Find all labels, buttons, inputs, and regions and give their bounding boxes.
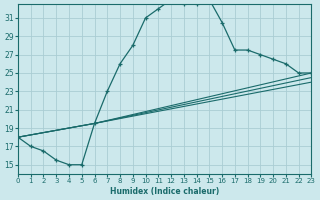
X-axis label: Humidex (Indice chaleur): Humidex (Indice chaleur) — [110, 187, 219, 196]
